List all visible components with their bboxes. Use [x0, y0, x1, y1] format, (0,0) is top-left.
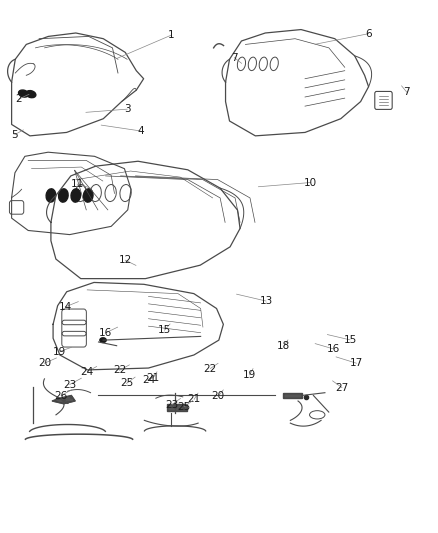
Text: 21: 21	[187, 394, 201, 405]
Text: 25: 25	[120, 378, 133, 389]
Text: 18: 18	[277, 341, 290, 351]
Text: 24: 24	[142, 375, 156, 385]
Text: 5: 5	[11, 130, 18, 140]
Text: 15: 15	[343, 335, 357, 345]
Text: 23: 23	[63, 379, 76, 390]
Text: 25: 25	[177, 402, 191, 412]
Text: 24: 24	[81, 367, 94, 377]
Ellipse shape	[84, 189, 93, 202]
Text: 12: 12	[119, 255, 132, 265]
Ellipse shape	[46, 189, 56, 202]
Text: 6: 6	[365, 29, 372, 39]
Text: 1: 1	[168, 30, 174, 41]
Text: 20: 20	[212, 391, 225, 401]
Text: 26: 26	[54, 391, 67, 401]
Text: 2: 2	[16, 94, 22, 104]
Text: 27: 27	[336, 383, 349, 393]
Text: 19: 19	[53, 346, 66, 357]
Polygon shape	[52, 395, 75, 404]
Ellipse shape	[100, 338, 106, 343]
Ellipse shape	[71, 189, 81, 202]
Text: 3: 3	[124, 104, 131, 114]
Text: 13: 13	[260, 296, 273, 306]
Text: 11: 11	[71, 179, 84, 189]
Text: 16: 16	[327, 344, 340, 354]
Polygon shape	[167, 404, 187, 410]
Ellipse shape	[26, 91, 36, 98]
Text: 23: 23	[165, 400, 178, 410]
Text: 15: 15	[158, 325, 171, 335]
Text: 10: 10	[304, 177, 317, 188]
Text: 4: 4	[137, 126, 144, 136]
Text: 17: 17	[350, 358, 363, 368]
Text: 22: 22	[113, 365, 126, 375]
Text: 16: 16	[99, 328, 112, 338]
Text: 20: 20	[38, 358, 51, 368]
Text: 21: 21	[146, 373, 159, 383]
Text: 22: 22	[204, 364, 217, 374]
Polygon shape	[283, 393, 302, 398]
Text: 7: 7	[231, 53, 237, 62]
Ellipse shape	[18, 90, 28, 97]
Text: 14: 14	[59, 302, 72, 312]
Text: 19: 19	[243, 370, 256, 380]
Text: 7: 7	[403, 87, 410, 97]
Ellipse shape	[59, 189, 68, 202]
